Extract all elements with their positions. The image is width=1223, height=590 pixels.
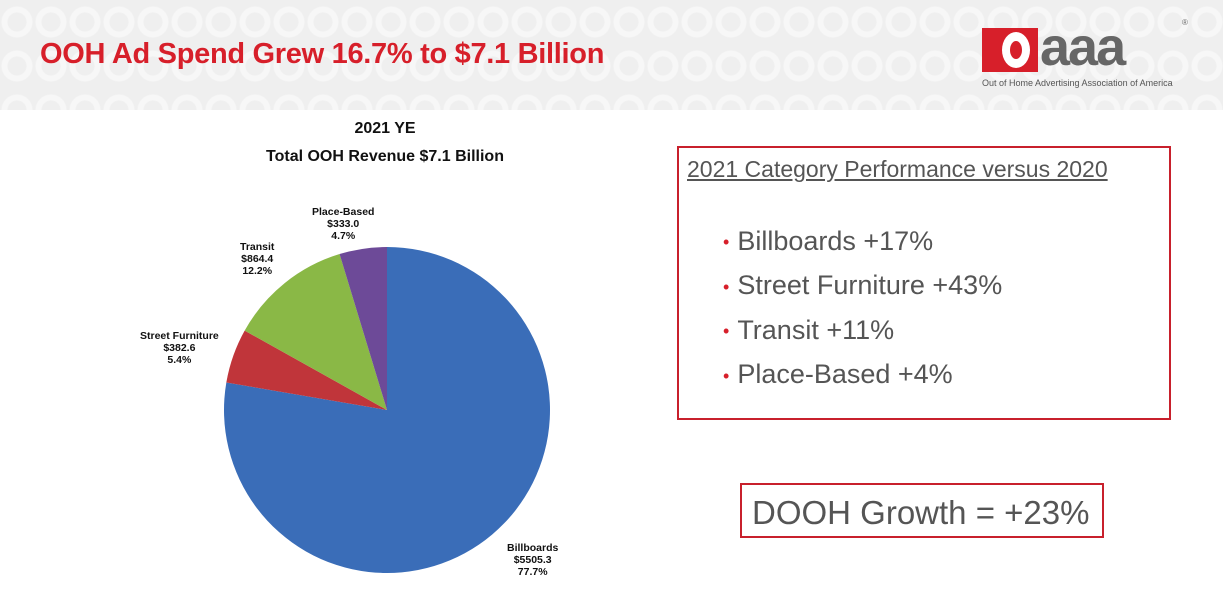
- performance-item: • Place-Based +4%: [723, 359, 953, 390]
- dooh-growth-box: DOOH Growth = +23%: [740, 483, 1104, 538]
- label-street-furniture: Street Furniture $382.6 5.4%: [140, 330, 219, 366]
- oaaa-logo: aaa ® Out of Home Advertising Associatio…: [982, 17, 1188, 88]
- pie-slice-transit: [244, 254, 387, 410]
- pie-slice-place-based: [339, 247, 387, 410]
- label-place-based: Place-Based $333.0 4.7%: [312, 206, 375, 242]
- category-performance-box: 2021 Category Performance versus 2020 • B…: [677, 146, 1171, 420]
- chart-subtitle: Total OOH Revenue $7.1 Billion: [266, 148, 504, 165]
- performance-heading: 2021 Category Performance versus 2020: [687, 156, 1108, 182]
- chart-title: 2021 YE: [354, 120, 416, 137]
- label-transit: Transit $864.4 12.2%: [240, 241, 275, 277]
- pie-slice-street-furniture: [226, 330, 387, 410]
- label-billboards: Billboards $5505.3 77.7%: [507, 542, 559, 578]
- performance-item: • Billboards +17%: [723, 226, 934, 256]
- performance-item: • Transit +11%: [723, 314, 895, 345]
- page-title: OOH Ad Spend Grew 16.7% to $7.1 Billion: [40, 38, 605, 70]
- performance-item: • Street Furniture +43%: [723, 270, 1003, 301]
